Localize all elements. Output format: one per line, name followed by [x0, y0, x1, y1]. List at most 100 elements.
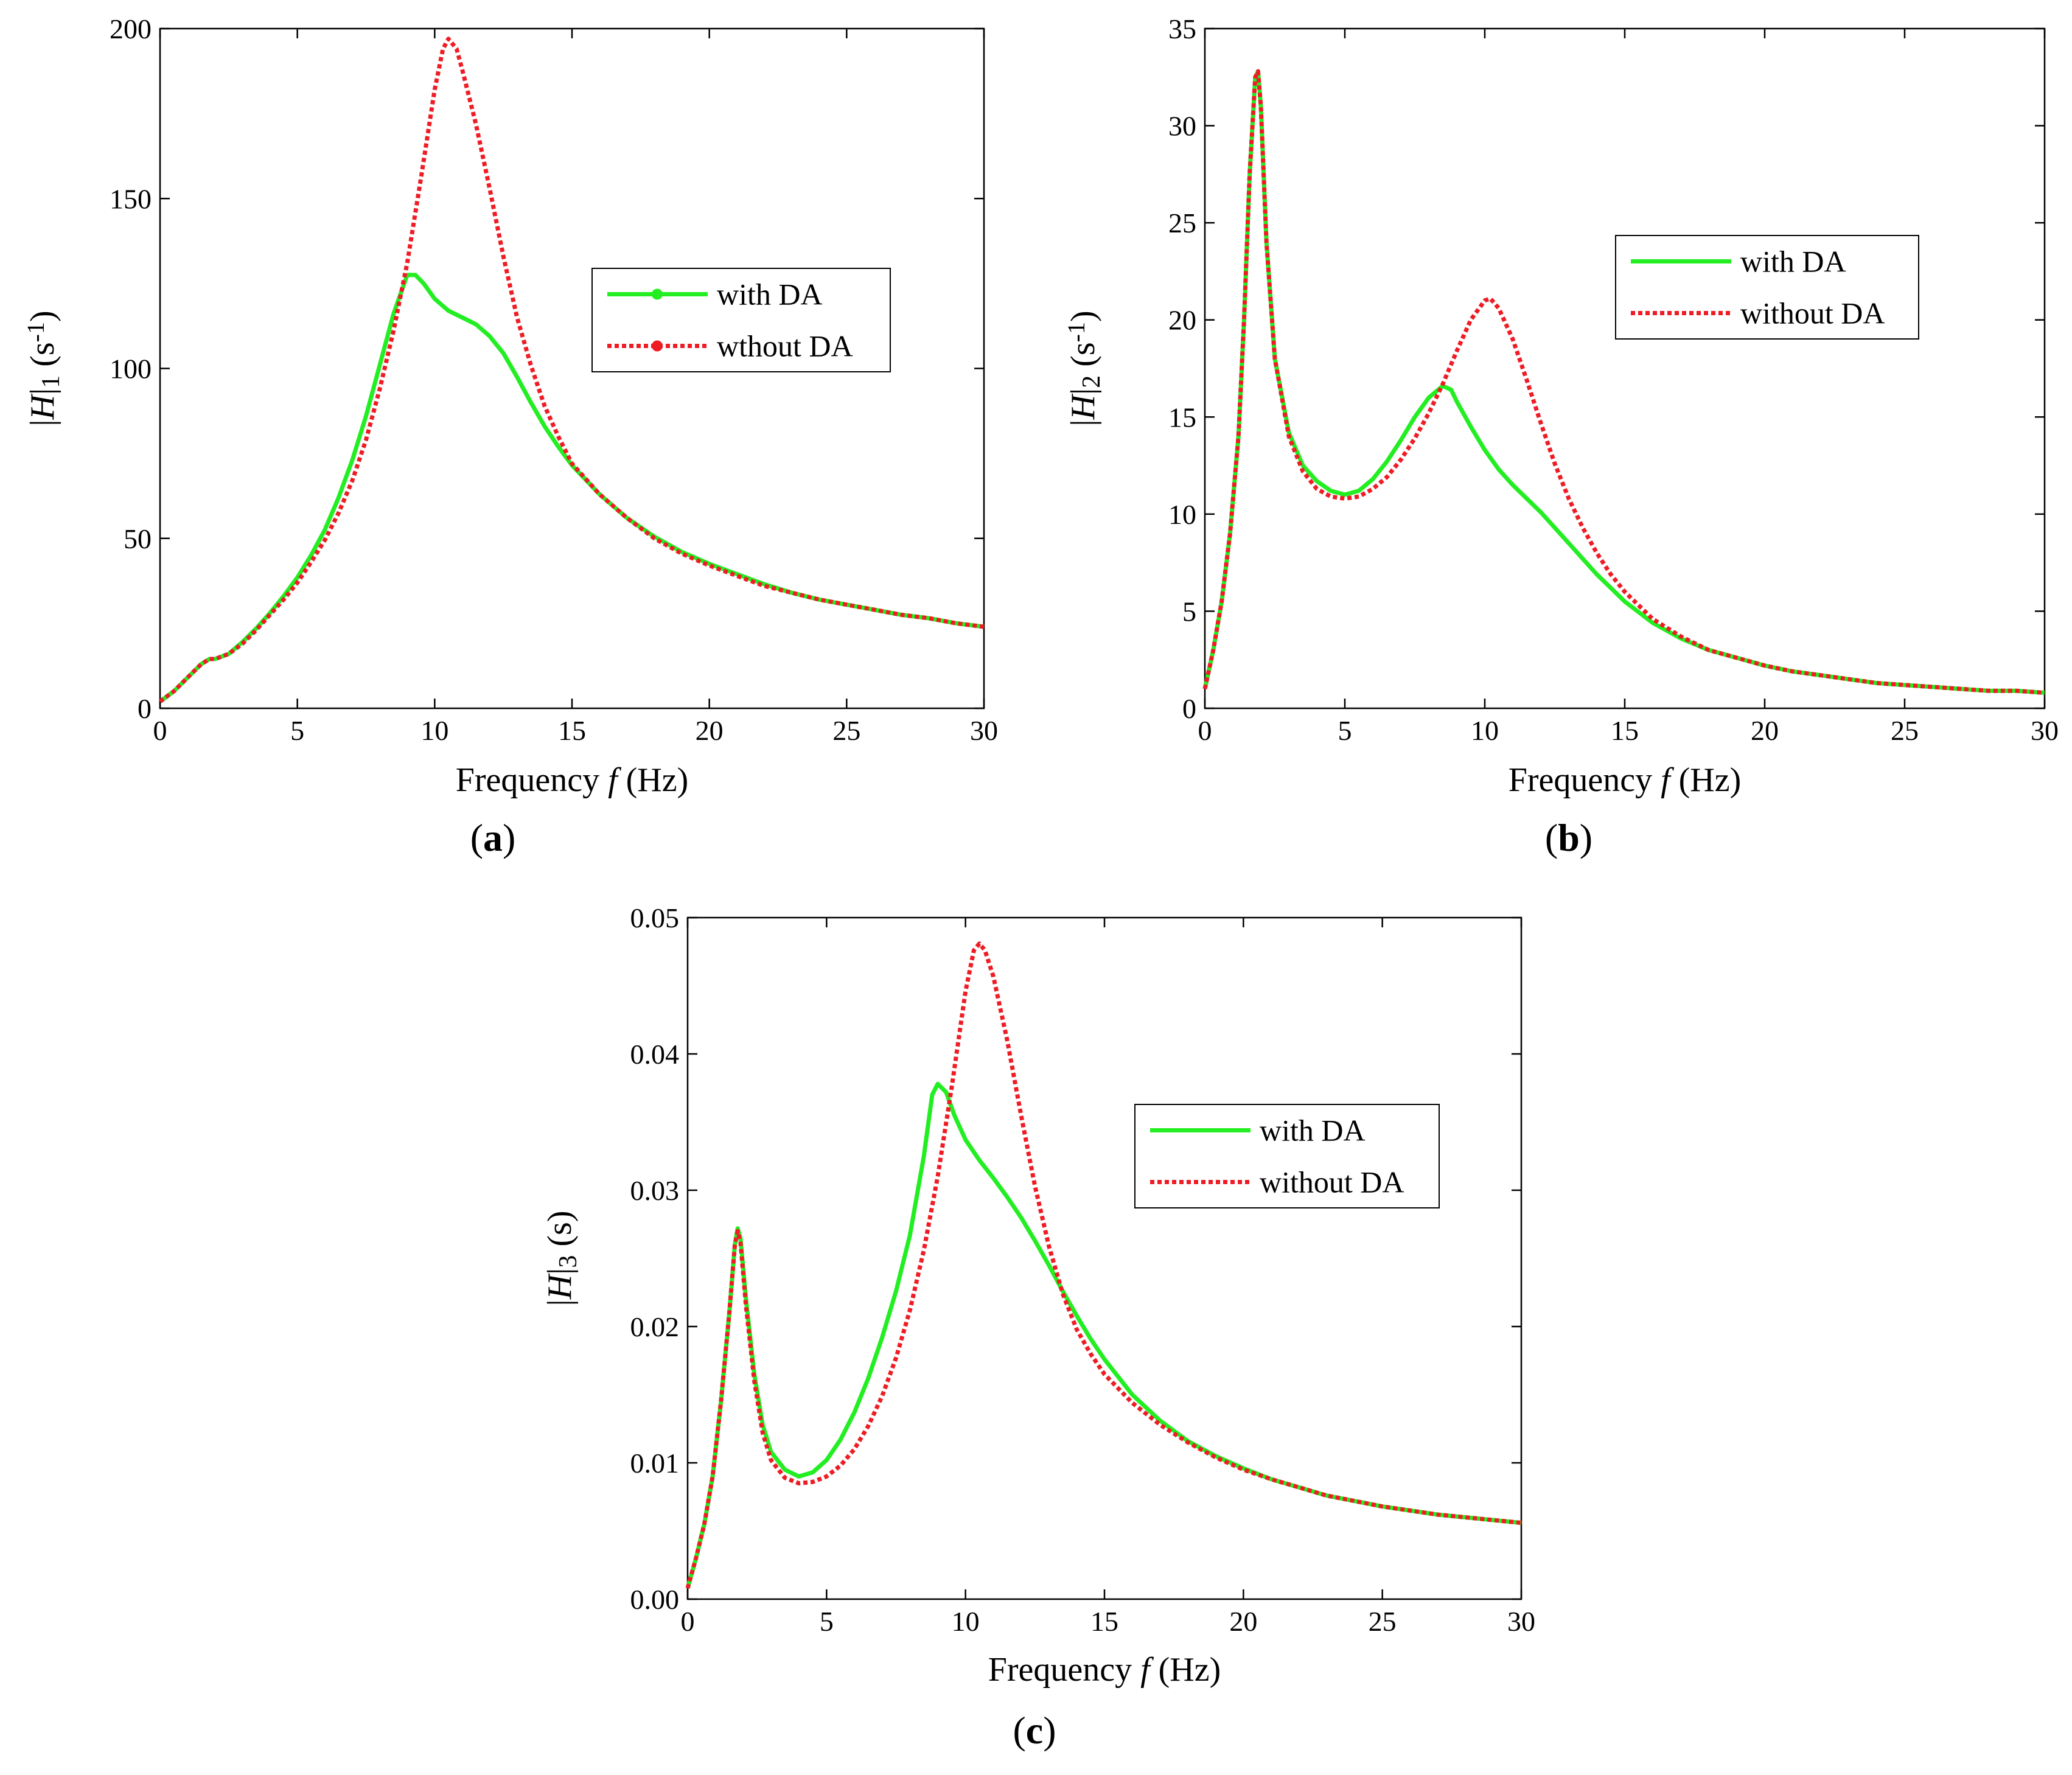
y-tick-label-a-1: 50 [124, 523, 152, 554]
legend-marker-a-0 [652, 288, 663, 300]
y-label-subscript: 2 [1078, 375, 1106, 388]
x-tick-label-b-4: 20 [1751, 715, 1779, 746]
panel-label-letter: c [1026, 1709, 1043, 1752]
y-tick-label-a-0: 0 [138, 693, 152, 724]
legend-label-a-0: with DA [717, 277, 823, 312]
x-tick-label-c-6: 30 [1507, 1606, 1535, 1637]
y-tick-label-b-0: 0 [1182, 693, 1196, 724]
x-tick-label-b-3: 15 [1611, 715, 1639, 746]
y-label-bar: | [24, 419, 61, 426]
y-tick-label-c-4: 0.04 [630, 1039, 680, 1070]
y-label-subscript: 1 [37, 375, 65, 388]
x-tick-label-a-4: 20 [696, 715, 724, 746]
panel-label-open: ( [1545, 816, 1558, 859]
y-label-unit-close: ) [1064, 310, 1102, 322]
series-line-b-1 [1202, 69, 2045, 695]
legend-b: with DA without DA [1615, 235, 1919, 340]
x-tick-label-b-0: 0 [1198, 715, 1212, 746]
x-tick-label-c-5: 25 [1369, 1606, 1397, 1637]
x-axis-label-a: Frequency f (Hz) [456, 761, 689, 799]
chart-panel-a: 0 5 10 15 20 25 30 0 50 100 150 200 Frequency f (Hz)… [22, 13, 998, 859]
y-label-symbol: H [1064, 393, 1102, 420]
x-tick-label-a-1: 5 [290, 715, 304, 746]
panel-label-close: ) [1043, 1709, 1056, 1752]
x-tick-label-a-2: 10 [420, 715, 448, 746]
y-label-bar: | [541, 1299, 579, 1306]
panel-label-open: ( [470, 816, 483, 859]
panel-label-close: ) [1580, 816, 1592, 859]
y-label-bar: | [24, 388, 61, 395]
y-axis-label-c: |H|3 (s) [541, 1211, 582, 1306]
y-tick-label-c-3: 0.03 [630, 1175, 680, 1206]
y-tick-label-c-5: 0.05 [630, 902, 680, 933]
x-tick-label-a-0: 0 [153, 715, 167, 746]
y-label-unit: (s [24, 342, 61, 375]
legend-box-a [591, 268, 891, 372]
legend-box-b [1615, 235, 1919, 340]
legend-label-c-0: with DA [1260, 1114, 1366, 1148]
x-tick-label-a-3: 15 [558, 715, 586, 746]
series-line-c-1 [685, 941, 1522, 1589]
plot-frame-c [686, 916, 1523, 1600]
x-tick-label-c-2: 10 [952, 1606, 980, 1637]
y-label-bar: | [1064, 388, 1102, 395]
y-tick-label-c-1: 0.01 [630, 1448, 680, 1479]
panel-label-close: ) [503, 816, 515, 859]
y-label-bar: | [1064, 419, 1102, 426]
series-line-a-1 [158, 37, 985, 703]
chart-panel-c: 0 5 10 15 20 25 30 0.00 0.01 0.02 0.03 0.04 0.05 Freq… [541, 902, 1535, 1752]
y-tick-label-c-2: 0.02 [630, 1311, 680, 1342]
legend-label-b-1: without DA [1740, 296, 1885, 330]
y-tick-label-b-5: 25 [1168, 207, 1196, 239]
plot-frame-b [1204, 27, 2046, 710]
chart-panel-b: 0 5 10 15 20 25 30 0 5 10 15 20 25 30 35 Frequency f (H… [1062, 13, 2059, 859]
legend-a: with DA wthout DA [591, 268, 891, 372]
y-label-symbol: H [541, 1273, 579, 1300]
y-tick-label-a-4: 200 [110, 13, 152, 44]
panel-label-open: ( [1013, 1709, 1025, 1752]
y-axis-label-a: |H|1 (s-1) [22, 310, 65, 426]
legend-marker-a-1 [652, 340, 663, 352]
y-tick-label-a-3: 150 [110, 183, 152, 214]
legend-label-a-1: wthout DA [717, 329, 853, 363]
y-tick-label-b-1: 5 [1182, 596, 1196, 627]
series-line-b-0 [1202, 69, 2045, 695]
x-tick-label-a-5: 25 [832, 715, 860, 746]
y-label-subscript: 3 [554, 1255, 582, 1268]
y-label-unit: (s) [541, 1211, 579, 1255]
y-tick-label-b-2: 10 [1168, 499, 1196, 530]
legend-c: with DA without DA [1134, 1104, 1440, 1208]
y-tick-label-a-2: 100 [110, 354, 152, 385]
x-axis-label-text: Frequency [1509, 761, 1661, 799]
x-axis-label-unit: (Hz) [1150, 1651, 1221, 1689]
x-tick-label-b-1: 5 [1338, 715, 1352, 746]
x-axis-label-unit: (Hz) [618, 761, 689, 799]
x-axis-label-text: Frequency [456, 761, 608, 799]
x-tick-label-b-2: 10 [1471, 715, 1499, 746]
y-tick-label-b-3: 15 [1168, 402, 1196, 433]
x-tick-label-b-5: 25 [1891, 715, 1919, 746]
x-axis-label-unit: (Hz) [1670, 761, 1742, 799]
y-tick-label-b-4: 20 [1168, 305, 1196, 336]
x-tick-label-b-6: 30 [2031, 715, 2059, 746]
y-tick-label-b-6: 30 [1168, 111, 1196, 142]
y-label-bar: | [541, 1268, 579, 1275]
y-label-superscript: -1 [1062, 322, 1090, 342]
y-tick-label-c-0: 0.00 [630, 1584, 680, 1615]
legend-label-c-1: without DA [1260, 1165, 1404, 1199]
x-tick-label-c-3: 15 [1090, 1606, 1118, 1637]
x-tick-label-c-4: 20 [1229, 1606, 1257, 1637]
panel-label-a: (a) [470, 816, 516, 859]
panel-label-letter: b [1558, 816, 1580, 859]
panel-label-c: (c) [1013, 1709, 1056, 1752]
y-tick-label-b-7: 35 [1168, 13, 1196, 44]
panel-label-b: (b) [1545, 816, 1592, 859]
x-tick-label-c-0: 0 [681, 1606, 695, 1637]
y-axis-label-b: |H|2 (s-1) [1062, 310, 1106, 426]
legend-box-c [1134, 1104, 1440, 1208]
x-axis-label-c: Frequency f (Hz) [988, 1651, 1221, 1689]
y-label-symbol: H [24, 393, 61, 420]
legend-label-b-0: with DA [1740, 245, 1846, 279]
panel-label-letter: a [483, 816, 503, 859]
